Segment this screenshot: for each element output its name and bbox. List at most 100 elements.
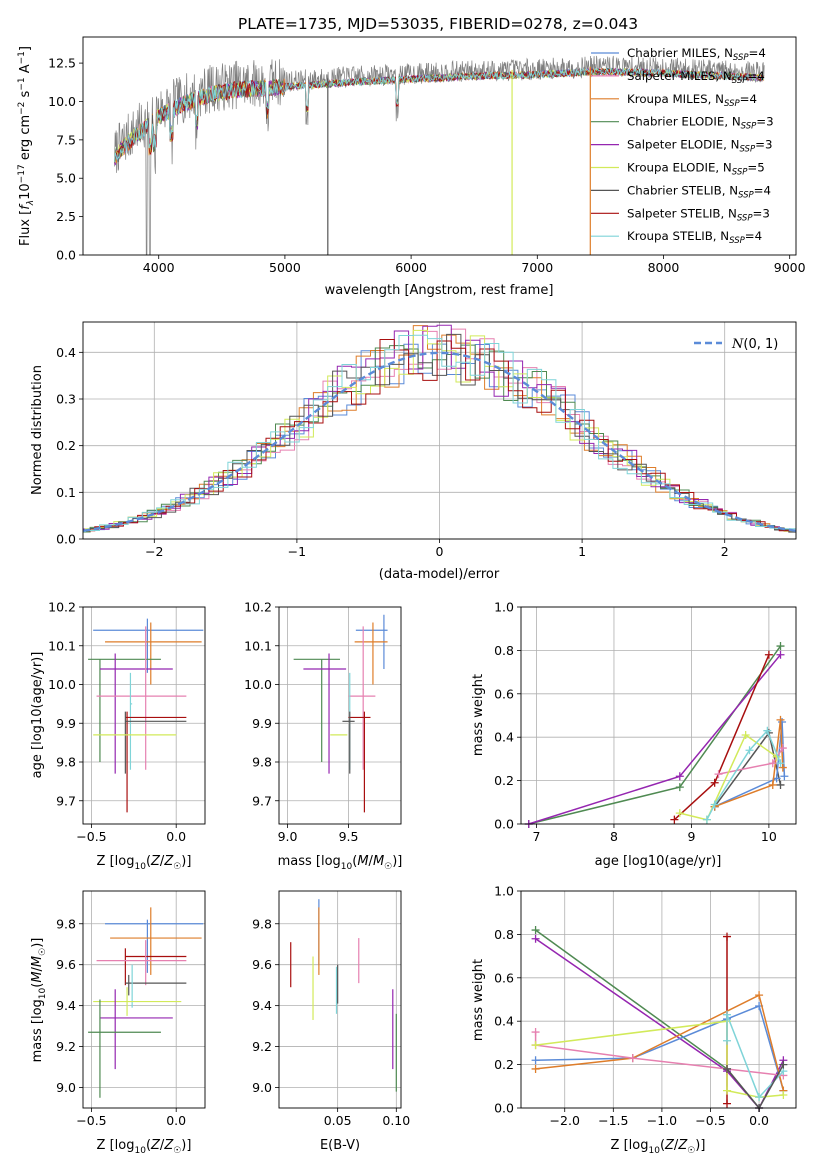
x-tick-label: −2: [145, 544, 163, 559]
errorbar-chabrier-elodie: [293, 658, 340, 762]
mass-vs-extinction-panel: 0.05 0.10 9.0 9.2 9.4 9.6 9.8 E(B-V): [252, 890, 410, 1153]
y-tick-label: 10.0: [48, 677, 76, 692]
x-tick-label: 0.0: [749, 1113, 769, 1128]
y-tick-label: 9.9: [252, 716, 272, 731]
y-tick-label: 0.4: [494, 1014, 514, 1029]
y-tick-label: 9.7: [252, 793, 272, 808]
point-marker: [531, 934, 540, 943]
x-tick-label: 2: [721, 544, 729, 559]
point-marker: [531, 1041, 540, 1050]
point-marker: [780, 772, 789, 781]
y-tick-label: 0.2: [494, 773, 514, 788]
series-line: [535, 994, 785, 1091]
errorbar-salpeter-stelib: [124, 948, 187, 986]
y-tick-label: 10.0: [48, 94, 76, 109]
y-tick-label: 9.6: [252, 957, 272, 972]
y-tick-label: 9.8: [56, 916, 76, 931]
y-tick-label: 10.2: [48, 600, 76, 615]
errorbar-salpeter-elodie: [99, 653, 173, 774]
errorbar-chabrier-miles: [105, 919, 204, 973]
y-tick-label: 0.6: [494, 686, 514, 701]
legend-entry-normal: N(0, 1): [731, 337, 778, 352]
point-marker: [714, 770, 723, 779]
errorbar-salpeter-miles: [96, 940, 187, 986]
point-marker: [776, 642, 785, 651]
point-marker: [745, 746, 754, 755]
y-tick-label: 9.4: [56, 998, 76, 1013]
point-marker: [755, 991, 764, 1000]
y-tick-label: 9.4: [252, 998, 272, 1013]
axes-frame: [520, 606, 797, 825]
x-axis-label: Z [log10(Z/Z☉)]: [97, 854, 192, 872]
point-marker: [778, 763, 787, 772]
axes-frame: [82, 36, 797, 256]
y-tick-label: 9.2: [56, 1039, 76, 1054]
series-line: [714, 731, 782, 808]
legend-entry-salpeter-elodie: Salpeter ELODIE, NSSP=3: [627, 138, 772, 155]
errorbar-salpeter-stelib: [348, 711, 371, 813]
y-tick-label: 0.1: [56, 485, 76, 500]
point-marker: [531, 1064, 540, 1073]
point-marker: [675, 772, 684, 781]
x-tick-label: 9.5: [339, 829, 359, 844]
y-tick-label: 9.7: [56, 793, 76, 808]
point-marker: [768, 780, 777, 789]
x-tick-label: 0.0: [166, 1113, 186, 1128]
series-chabrier-miles: [531, 1002, 788, 1095]
point-marker: [710, 778, 719, 787]
y-tick-label: 0.0: [494, 817, 514, 832]
errorbar-chabrier-elodie: [88, 999, 161, 1098]
y-tick-label: 10.1: [48, 638, 76, 653]
x-tick-label: 9.0: [278, 829, 298, 844]
y-tick-label: 0.0: [56, 532, 76, 547]
legend-entry-kroupa-elodie: Kroupa ELODIE, NSSP=5: [627, 161, 765, 178]
y-tick-label: 0.4: [494, 730, 514, 745]
model-line-kroupa-stelib: [114, 67, 764, 163]
errorbar-kroupa-miles: [110, 907, 202, 975]
legend-entry-kroupa-stelib: Kroupa STELIB, NSSP=4: [627, 229, 762, 246]
normal-reference-curve: [83, 351, 796, 532]
errorbar-chabrier-stelib: [125, 974, 187, 996]
y-tick-label: 0.8: [494, 927, 514, 942]
y-tick-label: 9.8: [252, 755, 272, 770]
x-axis-label: E(B-V): [320, 1138, 360, 1153]
point-marker: [776, 780, 785, 789]
legend: Chabrier MILES, NSSP=4 Salpeter MILES, NS…: [591, 46, 774, 246]
spectrum-lines: [114, 55, 765, 255]
point-marker: [764, 650, 773, 659]
point-marker: [776, 715, 785, 724]
x-axis-label: wavelength [Angstrom, rest frame]: [325, 283, 554, 298]
y-tick-label: 0.8: [494, 643, 514, 658]
point-marker: [675, 783, 684, 792]
legend-entry-chabrier-stelib: Chabrier STELIB, NSSP=4: [627, 183, 771, 200]
errorbar-salpeter-stelib: [125, 711, 187, 813]
series-line: [535, 938, 785, 1110]
series-salpeter-elodie: [531, 934, 788, 1112]
point-marker: [776, 759, 785, 768]
y-axis-label: Flux [fλ10−17 erg cm−2 s−1 A−1]: [17, 46, 36, 246]
errorbar-kroupa-miles: [354, 622, 388, 685]
x-tick-label: 0.10: [382, 1113, 410, 1128]
point-marker: [531, 1028, 540, 1037]
series-kroupa-stelib: [702, 726, 785, 824]
y-tick-label: 0.6: [494, 970, 514, 985]
errorbar-kroupa-miles: [105, 622, 202, 685]
y-tick-label: 10.2: [244, 600, 272, 615]
x-tick-label: −0.5: [695, 1113, 725, 1128]
x-axis-label: (data-model)/error: [379, 567, 500, 582]
point-marker: [723, 1036, 732, 1045]
legend-entry-salpeter-stelib: Salpeter STELIB, NSSP=3: [627, 206, 770, 223]
y-tick-label: 9.2: [252, 1039, 272, 1054]
x-tick-label: −0.5: [76, 1113, 106, 1128]
point-marker: [776, 650, 785, 659]
point-marker: [768, 759, 777, 768]
histograms: [83, 324, 796, 533]
y-tick-label: 7.5: [56, 132, 76, 147]
x-tick-label: 6000: [395, 260, 427, 275]
series-line: [528, 654, 782, 825]
y-tick-label: 9.0: [252, 1080, 272, 1095]
x-tick-label: 1: [578, 544, 586, 559]
point-marker: [723, 1010, 732, 1019]
x-tick-label: 0: [436, 544, 444, 559]
errorbar-salpeter-elodie: [99, 989, 173, 1070]
